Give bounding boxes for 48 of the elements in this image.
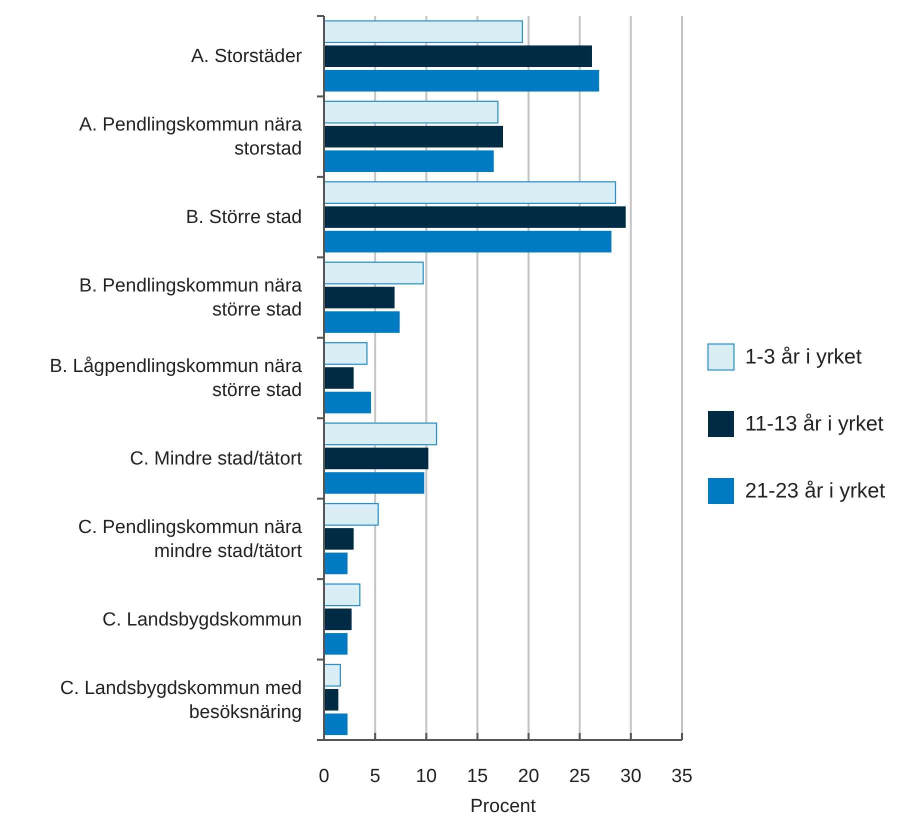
bar (324, 552, 348, 574)
legend-label: 21-23 år i yrket (745, 480, 886, 502)
bar (324, 472, 424, 494)
y-tick-label: B. Lågpendlingskommun nära större stad (50, 356, 302, 400)
bar (324, 126, 503, 148)
bar (324, 150, 494, 172)
y-tick-label: C. Mindre stad/tätort (130, 448, 303, 469)
bar (323, 262, 424, 284)
bar (324, 311, 400, 333)
bar (324, 448, 428, 470)
bar (323, 20, 524, 44)
legend-label: 1-3 år i yrket (745, 346, 862, 368)
x-tick-label: 15 (466, 766, 488, 787)
x-tick-label: 30 (620, 766, 642, 787)
y-tick-label: C. Landsbygdskommun (102, 608, 302, 630)
bar (324, 286, 395, 308)
bar (323, 583, 360, 606)
bar (323, 502, 379, 526)
y-tick-label: A. Pendlingskommun nära storstad (79, 114, 302, 160)
x-tick-label: 20 (518, 766, 540, 787)
bar (324, 367, 354, 389)
y-tick-label: C. Pendlingskommun nära mindre stad/tätort (78, 516, 303, 562)
bar (323, 422, 438, 446)
bar (324, 230, 612, 252)
bar (324, 45, 592, 68)
x-tick-label: 35 (671, 766, 693, 787)
bar (324, 70, 600, 92)
y-tick-label: C. Landsbygdskommun med besöksnäring (60, 677, 302, 722)
bar (324, 206, 626, 228)
bar (323, 664, 341, 687)
bar (324, 608, 352, 630)
x-tick-label: 5 (370, 766, 380, 787)
x-axis-title: Procent (470, 796, 536, 817)
bar (323, 181, 616, 204)
bar (324, 714, 348, 736)
y-tick-label: B. Större stad (186, 206, 302, 228)
x-tick-label: 25 (569, 766, 590, 787)
legend-label: 11-13 år i yrket (745, 412, 884, 436)
bar (324, 688, 338, 711)
bar (323, 100, 498, 124)
bar (324, 633, 348, 655)
y-tick-label: A. Storstäder (191, 46, 303, 67)
bar (324, 392, 372, 414)
bar (324, 528, 354, 550)
y-tick-label: B. Pendlingskommun nära större stad (79, 275, 302, 320)
bar (323, 342, 368, 365)
x-tick-label: 10 (416, 766, 437, 787)
x-tick-label: 0 (318, 766, 330, 787)
